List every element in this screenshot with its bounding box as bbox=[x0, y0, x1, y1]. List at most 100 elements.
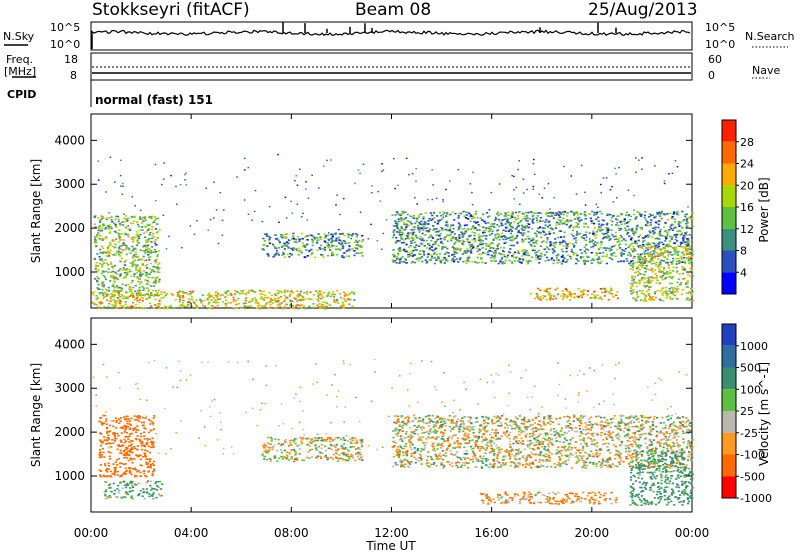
heatmap-cell bbox=[278, 221, 280, 223]
heatmap-cell bbox=[202, 304, 205, 307]
heatmap-cell bbox=[147, 480, 150, 482]
heatmap-cell bbox=[433, 425, 436, 427]
heatmap-cell bbox=[397, 220, 400, 223]
heatmap-cell bbox=[597, 256, 601, 258]
heatmap-cell bbox=[535, 217, 538, 219]
heatmap-cell bbox=[662, 226, 666, 229]
heatmap-cell bbox=[405, 262, 408, 264]
heatmap-cell bbox=[562, 256, 565, 258]
heatmap-cell bbox=[494, 253, 497, 255]
heatmap-cell bbox=[133, 216, 136, 218]
heatmap-cell bbox=[351, 439, 354, 442]
heatmap-cell bbox=[419, 235, 422, 238]
heatmap-cell bbox=[689, 429, 692, 432]
heatmap-cell bbox=[511, 255, 514, 257]
heatmap-cell bbox=[144, 244, 147, 246]
heatmap-cell bbox=[653, 277, 656, 279]
heatmap-cell bbox=[145, 274, 148, 276]
heatmap-cell bbox=[267, 442, 270, 444]
heatmap-cell bbox=[580, 432, 583, 435]
heatmap-cell bbox=[99, 451, 102, 453]
heatmap-cell bbox=[505, 424, 508, 426]
heatmap-cell bbox=[616, 241, 619, 243]
heatmap-cell bbox=[342, 453, 346, 456]
heatmap-cell bbox=[206, 297, 209, 300]
heatmap-cell bbox=[287, 242, 290, 245]
heatmap-cell bbox=[606, 227, 610, 229]
heatmap-cell bbox=[433, 256, 437, 259]
heatmap-cell bbox=[435, 259, 438, 261]
heatmap-cell bbox=[402, 261, 405, 263]
heatmap-cell bbox=[361, 240, 364, 243]
heatmap-cell bbox=[339, 213, 341, 216]
heatmap-cell bbox=[141, 258, 144, 261]
heatmap-cell bbox=[419, 223, 422, 225]
heatmap-cell bbox=[130, 289, 133, 292]
heatmap-cell bbox=[573, 296, 576, 299]
heatmap-cell bbox=[674, 250, 677, 253]
heatmap-cell bbox=[124, 463, 127, 465]
heatmap-cell bbox=[106, 475, 109, 478]
heatmap-cell bbox=[102, 297, 105, 299]
heatmap-cell bbox=[131, 448, 134, 451]
heatmap-cell bbox=[121, 496, 125, 498]
heatmap-cell bbox=[631, 445, 634, 448]
heatmap-cell bbox=[585, 231, 588, 234]
heatmap-cell bbox=[585, 248, 588, 250]
heatmap-cell bbox=[263, 233, 267, 235]
heatmap-cell bbox=[623, 430, 626, 433]
heatmap-cell bbox=[654, 291, 657, 293]
heatmap-cell bbox=[662, 274, 665, 277]
heatmap-cell bbox=[139, 267, 142, 269]
heatmap-cell bbox=[136, 435, 139, 437]
heatmap-cell bbox=[476, 229, 479, 231]
heatmap-cell bbox=[471, 227, 474, 229]
heatmap-cell bbox=[319, 439, 322, 442]
heatmap-cell bbox=[663, 267, 666, 269]
heatmap-cell bbox=[649, 251, 652, 253]
heatmap-cell bbox=[112, 482, 115, 485]
heatmap-cell bbox=[604, 287, 607, 290]
heatmap-cell bbox=[476, 256, 479, 259]
heatmap-cell bbox=[618, 463, 621, 465]
heatmap-cell bbox=[415, 168, 417, 170]
heatmap-cell bbox=[586, 255, 589, 258]
heatmap-cell bbox=[98, 292, 101, 294]
heatmap-cell bbox=[607, 234, 610, 237]
heatmap-cell bbox=[405, 234, 408, 237]
heatmap-cell bbox=[456, 248, 459, 251]
heatmap-cell bbox=[144, 307, 147, 309]
heatmap-cell bbox=[626, 233, 629, 235]
nsky-line bbox=[91, 29, 691, 36]
heatmap-cell bbox=[561, 222, 564, 225]
heatmap-cell bbox=[127, 236, 130, 238]
heatmap-cell bbox=[122, 269, 125, 271]
heatmap-cell bbox=[654, 247, 657, 250]
heatmap-cell bbox=[98, 301, 101, 304]
heatmap-cell bbox=[289, 300, 292, 303]
heatmap-cell bbox=[232, 307, 235, 310]
heatmap-cell bbox=[656, 247, 659, 249]
heatmap-cell bbox=[123, 424, 126, 427]
heatmap-cell bbox=[420, 243, 423, 246]
heatmap-cell bbox=[102, 474, 105, 477]
heatmap-cell bbox=[213, 217, 215, 219]
heatmap-cell bbox=[400, 231, 403, 234]
heatmap-cell bbox=[102, 275, 105, 277]
heatmap-cell bbox=[450, 259, 453, 262]
heatmap-cell bbox=[392, 254, 395, 256]
heatmap-cell bbox=[515, 186, 518, 189]
heatmap-cell bbox=[358, 448, 361, 451]
heatmap-cell bbox=[661, 294, 664, 296]
heatmap-cell bbox=[482, 251, 485, 254]
heatmap-cell bbox=[129, 222, 133, 224]
heatmap-cell bbox=[293, 460, 296, 463]
heatmap-cell bbox=[418, 216, 421, 218]
heatmap-cell bbox=[440, 240, 443, 243]
heatmap-cell bbox=[648, 230, 651, 232]
heatmap-cell bbox=[324, 241, 327, 244]
heatmap-cell bbox=[541, 227, 544, 229]
heatmap-cell bbox=[644, 442, 647, 445]
heatmap-cell bbox=[341, 232, 345, 235]
heatmap-cell bbox=[609, 189, 612, 191]
